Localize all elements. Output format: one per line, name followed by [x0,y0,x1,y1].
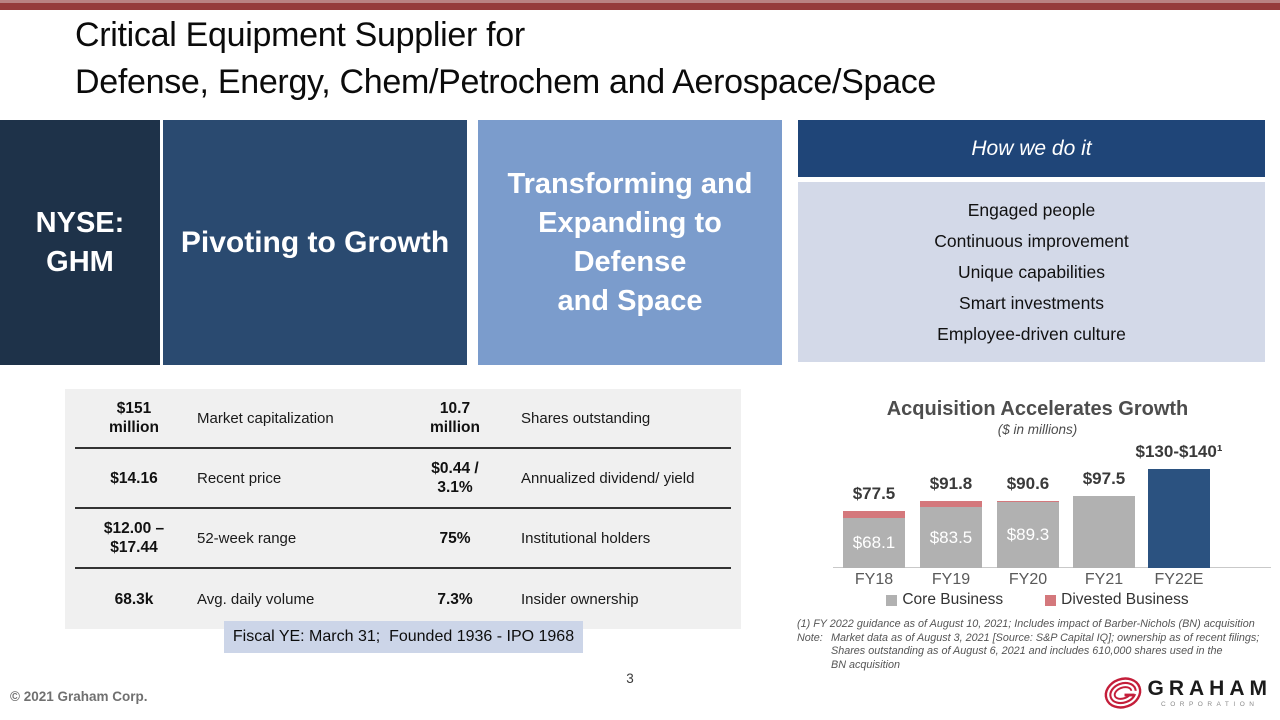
how-we-do-it-item: Unique capabilities [958,261,1105,282]
bar-segment-core-business [1073,496,1135,568]
bar-segment-divested-business [843,511,905,518]
fiscal-note: Fiscal YE: March 31; Founded 1936 - IPO … [224,621,583,653]
legend-label: Core Business [902,591,1004,608]
bar-segment-divested-business [997,501,1059,502]
chart-legend: Core Business Divested Business [800,591,1275,609]
x-axis-label: FY22E [1154,571,1204,588]
stat-value: 75% [439,529,471,547]
transforming-line: Expanding to [538,206,722,239]
how-we-do-it-title: How we do it [971,136,1092,160]
table-row: $12.00 – $17.44 52-week range 75% Instit… [75,509,731,569]
bar-segment-core-business: $83.5 [920,507,982,568]
legend-item: Divested Business [1045,591,1189,609]
page-title: Critical Equipment Supplier for Defense,… [75,12,936,106]
stat-value: 7.3% [437,590,473,608]
graham-logo-brand: GRAHAM [1147,677,1272,700]
table-row: $14.16 Recent price $0.44 / 3.1% Annuali… [75,449,731,509]
bar-FY18: $68.1 $77.5 [843,484,905,568]
table-row: 68.3k Avg. daily volume 7.3% Insider own… [75,569,731,629]
bar-segment-fy22-guidance [1148,469,1210,568]
footnote-note-line: Market data as of August 3, 2021 [Source… [831,631,1260,644]
stat-value: $0.44 / 3.1% [431,460,479,496]
stat-label: Shares outstanding [521,409,651,427]
copyright: © 2021 Graham Corp. [10,689,148,704]
stat-label: Avg. daily volume [197,590,315,608]
how-we-do-it-header: How we do it [798,120,1265,177]
stat-label: Market capitalization [197,409,334,427]
table-row: $151 million Market capitalization 10.7 … [75,389,731,449]
how-we-do-it-item: Continuous improvement [934,230,1129,251]
stat-value: $151 million [109,400,159,436]
top-accent-bar [0,0,1280,10]
bar-total-label: $90.6 [1006,474,1050,493]
footnote-note: Note: Market data as of August 3, 2021 [… [797,632,1277,673]
page-title-line1: Critical Equipment Supplier for [75,16,525,54]
legend-swatch [886,594,898,606]
footnote-note-body: Market data as of August 3, 2021 [Source… [831,632,1277,673]
transforming-line: and Space [557,284,703,317]
legend-label: Divested Business [1061,591,1189,608]
x-axis-label: FY20 [1008,571,1048,588]
bar-FY22E: $130-$140¹ [1136,442,1222,568]
how-we-do-it-item: Smart investments [959,292,1104,313]
bar-segment-divested-business [920,501,982,507]
bar-FY21: $97.5 [1073,469,1135,568]
chart-subtitle: ($ in millions) [997,422,1078,437]
transforming-box: Transforming and Expanding to Defense an… [478,120,782,365]
ticker-line1: NYSE: [35,206,125,239]
how-we-do-it-item: Employee-driven culture [937,323,1126,344]
footnotes: (1) FY 2022 guidance as of August 10, 20… [797,618,1277,672]
legend-swatch [1045,594,1057,606]
bar-total-label: $91.8 [929,474,973,493]
pivoting-box: Pivoting to Growth [163,120,467,365]
bar-FY20: $89.3 $90.6 [997,474,1059,568]
footnote-note-line: Shares outstanding as of August 6, 2021 … [831,645,1223,657]
footnote-note-line: BN acquisition [831,658,901,671]
footnote-note-label: Note: [797,631,823,644]
transforming-line: Transforming and [507,167,753,200]
x-axis-label: FY19 [931,571,971,588]
page-title-line2: Defense, Energy, Chem/Petrochem and Aero… [75,63,937,101]
legend-item: Core Business [886,591,1003,609]
ticker-line2: GHM [46,245,114,278]
graham-logo-text: GRAHAM CORPORATION [1148,678,1273,708]
transforming-line: Defense [573,245,687,278]
chart-plot: $68.1 $77.5 $83.5 $91.8 $89.3 $90.6 $97.5 $130-… [800,398,1275,568]
bar-total-label: $77.5 [852,484,896,503]
ticker-box: NYSE: GHM [0,120,160,365]
stat-value: $14.16 [110,469,158,487]
bar-segment-core-business: $89.3 [997,502,1059,568]
graham-logo: GRAHAM CORPORATION [1103,674,1273,712]
x-axis-label: FY18 [854,571,894,588]
stat-label: Recent price [197,469,282,487]
growth-chart: $68.1 $77.5 $83.5 $91.8 $89.3 $90.6 $97.5 $130-… [800,398,1275,613]
graham-logo-subtext: CORPORATION [1161,701,1259,708]
stat-value: 68.3k [114,590,154,608]
stat-value: $12.00 – $17.44 [103,520,165,556]
x-axis-label: FY21 [1084,571,1124,588]
stat-label: 52-week range [197,529,297,547]
bar-total-label: $97.5 [1082,469,1126,488]
chart-title: Acquisition Accelerates Growth [886,398,1189,420]
bar-FY19: $83.5 $91.8 [920,474,982,568]
pivoting-label: Pivoting to Growth [180,225,450,259]
stat-label: Annualized dividend/ yield [521,469,695,487]
how-we-do-it-item: Engaged people [967,199,1096,220]
bar-total-label: $130-$140¹ [1135,442,1223,461]
footnote-1: (1) FY 2022 guidance as of August 10, 20… [797,618,1255,630]
page-number: 3 [626,671,634,686]
graham-logo-emblem-icon [1104,677,1141,709]
stat-value: 10.7 million [430,400,480,436]
stats-table: $151 million Market capitalization 10.7 … [65,389,741,629]
stat-label: Institutional holders [521,529,651,547]
stat-label: Insider ownership [521,590,639,608]
bar-segment-core-business: $68.1 [843,518,905,568]
how-we-do-it-body: Engaged people Continuous improvement Un… [798,182,1265,362]
